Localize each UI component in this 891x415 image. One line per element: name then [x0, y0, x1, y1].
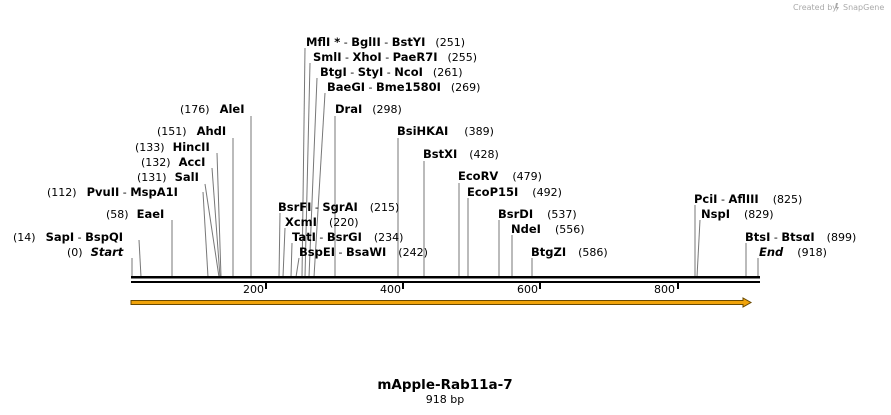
- tick-label-200: 200: [243, 283, 264, 296]
- site-label-start: (0) Start: [67, 245, 124, 259]
- leader-line-tati: [290, 242, 293, 278]
- site-label-bsrdi: BsrDI (537): [498, 207, 577, 221]
- leader-lines: [131, 47, 759, 278]
- site-label-ahdi: (151) AhdI: [157, 124, 226, 138]
- leader-line-pvuii: [202, 191, 209, 278]
- site-label-btsi: BtsI - BtsαI (899): [745, 230, 856, 244]
- site-label-alei: (176) AleI: [180, 102, 245, 116]
- map-title: mApple-Rab11a-7: [377, 377, 512, 393]
- tick-label-400: 400: [380, 283, 401, 296]
- leader-line-xcmi: [282, 227, 286, 278]
- site-label-bsihkai: BsiHKAI (389): [397, 124, 494, 138]
- site-label-bstxi: BstXI (428): [423, 147, 499, 161]
- leader-line-smli: [304, 62, 311, 278]
- site-label-bsrfi: BsrFI - SgrAI (215): [278, 200, 399, 214]
- site-label-pcii: PciI - AflIII (825): [694, 192, 802, 206]
- site-label-sali: (131) SalI: [137, 170, 199, 184]
- site-label-pvuii: (112) PvuII - MspA1I: [47, 185, 178, 199]
- credit-brand: SnapGene: [843, 3, 884, 12]
- credit-text: Created by: [793, 3, 837, 12]
- leader-line-mfli: [301, 47, 306, 278]
- leader-line-baegi: [313, 92, 326, 278]
- site-label-ecorv: EcoRV (479): [458, 169, 542, 183]
- tick-label-800: 800: [654, 283, 675, 296]
- scale-ticks: 200 400 600 800: [243, 283, 679, 296]
- leader-line-acci: [211, 167, 221, 278]
- site-label-ndei: NdeI (556): [511, 222, 585, 236]
- snapgene-logo-icon: [835, 3, 839, 12]
- tick-label-600: 600: [517, 283, 538, 296]
- site-label-mfli: MflI * - BglII - BstYI (251): [306, 35, 465, 49]
- leader-line-hincii: [216, 152, 222, 278]
- site-label-hincii: (133) HincII: [135, 140, 210, 154]
- leader-line-bspei: [295, 257, 300, 278]
- site-label-sapi: (14) SapI - BspQI: [13, 230, 123, 244]
- site-label-drai: DraI (298): [335, 102, 402, 116]
- site-label-eaei: (58) EaeI: [106, 207, 164, 221]
- site-label-baegi: BaeGI - Bme1580I (269): [327, 80, 480, 94]
- site-label-acci: (132) AccI: [141, 155, 205, 169]
- leader-line-sapi: [138, 239, 142, 278]
- leader-line-sali: [204, 183, 220, 278]
- site-label-btgi: BtgI - StyI - NcoI (261): [320, 65, 463, 79]
- map-length: 918 bp: [426, 393, 464, 406]
- site-label-nspi: NspI (829): [701, 207, 774, 221]
- site-label-ecop15i: EcoP15I (492): [467, 185, 562, 199]
- leader-line-nspi: [696, 219, 701, 278]
- leader-line-bsrfi: [278, 212, 281, 278]
- site-label-end: End (918): [759, 245, 827, 259]
- leader-line-btgi: [308, 77, 318, 278]
- feature-arrow: [130, 297, 753, 308]
- site-label-smli: SmlI - XhoI - PaeR7I (255): [313, 50, 477, 64]
- site-label-tati: TatI - BsrGI (234): [292, 230, 403, 244]
- sequence-backbone: [131, 276, 760, 283]
- site-label-bspei: BspEI - BsaWI (242): [299, 245, 428, 259]
- site-labels: (14) SapI - BspQI (0) Start (58) EaeI (112)…: [13, 35, 856, 259]
- site-label-xcmi: XcmI (220): [285, 215, 359, 229]
- site-label-btgzi: BtgZI (586): [531, 245, 608, 259]
